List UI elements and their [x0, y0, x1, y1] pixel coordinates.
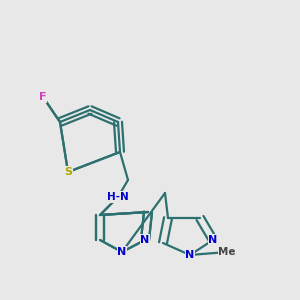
Text: N: N: [117, 247, 127, 257]
Text: F: F: [39, 92, 47, 102]
Text: S: S: [64, 167, 72, 177]
Text: N: N: [185, 250, 195, 260]
Text: N: N: [140, 235, 150, 245]
Text: H-N: H-N: [107, 192, 129, 202]
Text: Me: Me: [218, 247, 236, 257]
Text: N: N: [208, 235, 217, 245]
